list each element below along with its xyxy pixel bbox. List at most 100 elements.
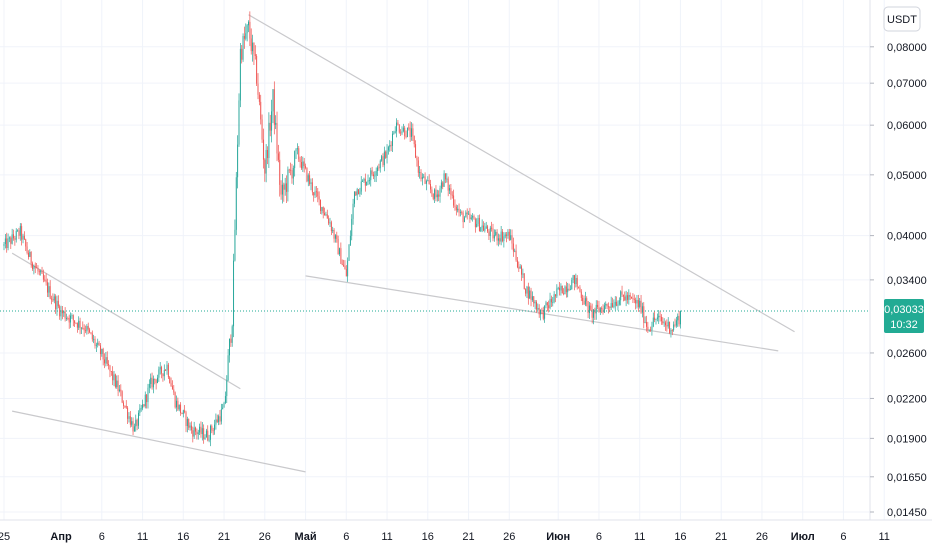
trendline-lower-1[interactable] (12, 410, 306, 473)
candle-body (214, 424, 216, 431)
candle-body (647, 326, 649, 330)
candle-body (453, 195, 455, 206)
candle-body (94, 338, 96, 346)
candle-body (49, 286, 51, 299)
candle-body (461, 212, 463, 213)
candle-body (480, 227, 482, 232)
time-axis-tick-label: 21 (462, 531, 474, 543)
candle-body (192, 430, 194, 437)
candle-body (132, 421, 134, 432)
candle-body (607, 306, 609, 308)
candle-body (534, 301, 536, 304)
candle-body (359, 191, 361, 195)
candle-body (650, 329, 652, 331)
candle-body (663, 322, 665, 324)
candle-body (530, 290, 532, 301)
candle-body (93, 338, 95, 340)
candle-body (522, 273, 524, 275)
candle-body (324, 213, 326, 216)
candle-body (375, 171, 377, 176)
candle-body (140, 408, 142, 410)
candle-body (574, 275, 575, 285)
candle-body (541, 309, 543, 311)
candle-body (53, 296, 55, 301)
candle-body (340, 248, 342, 264)
candle-body (201, 428, 203, 435)
candle-body (17, 230, 19, 232)
time-axis[interactable]: 25 Апр 6 11 16 21 26 Май 6 11 16 21 26 Июн 6 11 16 21 26 Ию… (0, 531, 890, 543)
candle-body (68, 318, 70, 323)
candle-body (444, 173, 446, 180)
candle-body (457, 208, 459, 211)
candle-body (18, 230, 20, 236)
candle-body (430, 184, 431, 190)
candle-body (478, 217, 480, 232)
candle-body (545, 302, 547, 306)
candle-body (108, 364, 110, 366)
time-axis-tick-label: 6 (840, 531, 846, 543)
candle-body (584, 298, 586, 305)
candle-body (368, 180, 370, 181)
candle-body (143, 404, 145, 407)
candle-body (8, 237, 10, 239)
candle-body (318, 196, 320, 200)
candle-body (148, 384, 150, 388)
time-axis-tick-label: 16 (177, 531, 189, 543)
candle-body (193, 427, 195, 437)
candle-body (431, 189, 433, 194)
candle-body (157, 377, 158, 383)
candle-body (32, 263, 34, 270)
candle-body (85, 330, 86, 332)
candle-body (377, 167, 379, 172)
candle-body (514, 250, 516, 252)
candle-body (37, 268, 39, 272)
candle-body (328, 218, 330, 224)
candle-body (117, 380, 119, 392)
candle-body (519, 266, 521, 269)
candle-body (382, 156, 384, 166)
candle-body (60, 310, 62, 317)
candle-body (443, 173, 445, 187)
candle-body (238, 100, 240, 145)
candle-body (510, 235, 512, 240)
candle-body (243, 36, 245, 39)
candle-body (371, 170, 373, 175)
price-axis[interactable]: 0,08000 0,07000 0,06000 0,05000 0,04000 0,034… (870, 42, 927, 519)
candle-body (118, 389, 120, 392)
currency-button[interactable]: USDT (883, 6, 921, 32)
candle-body (320, 199, 321, 211)
candle-body (42, 273, 44, 280)
candle-body (252, 42, 254, 52)
candle-body (310, 182, 312, 184)
candle-body (184, 410, 186, 413)
time-axis-tick-label: Май (294, 531, 316, 543)
candle-body (180, 404, 182, 414)
candle-body (477, 217, 479, 224)
candle-body (595, 304, 597, 314)
currency-button-frame (883, 6, 921, 32)
candle-body (97, 342, 99, 345)
candle-body (550, 298, 552, 303)
price-axis-tick-label: 0,02200 (887, 393, 927, 405)
candle-body (374, 175, 376, 177)
candle-body (6, 238, 8, 249)
candle-body (57, 300, 59, 307)
candle-body (294, 151, 296, 169)
candle-body (366, 182, 368, 186)
candle-body (387, 147, 389, 151)
candle-body (348, 244, 350, 261)
candle-body (378, 167, 380, 169)
candle-body (667, 321, 669, 327)
candle-body (234, 229, 236, 261)
candle-body (71, 315, 73, 317)
candle-body (295, 149, 297, 152)
time-axis-tick-label: Июн (546, 531, 570, 543)
trendline-upper-1[interactable] (11, 252, 241, 390)
candle-body (114, 374, 116, 388)
trendline-upper-2[interactable] (248, 14, 795, 333)
candle-body (389, 144, 391, 148)
candle-body (325, 214, 327, 216)
candle-body (555, 294, 556, 297)
